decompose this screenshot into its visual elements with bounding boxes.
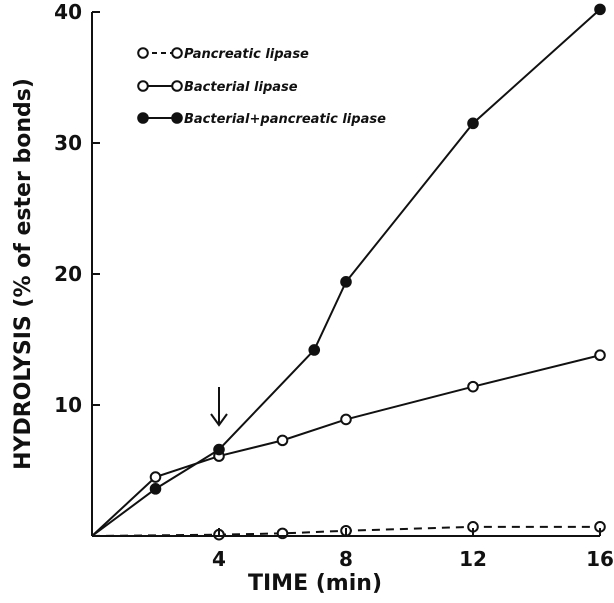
y-tick-label-3: 40 bbox=[54, 0, 82, 24]
legend: Pancreatic lipase Bacterial lipase Bacteri… bbox=[137, 47, 386, 127]
legend-label-2: Bacterial+pancreatic lipase bbox=[184, 112, 386, 127]
y-tick-label-2: 30 bbox=[54, 131, 82, 155]
plot-area bbox=[91, 3, 606, 541]
series-2-point-3 bbox=[308, 344, 321, 356]
legend-item-1: Bacterial lipase bbox=[137, 80, 298, 95]
x-tick-label-0: 4 bbox=[212, 547, 226, 571]
series-2-point-4 bbox=[340, 276, 352, 288]
x-axis-title: TIME (min) bbox=[248, 571, 382, 596]
legend-item-0: Pancreatic lipase bbox=[137, 47, 309, 62]
x-tick-label-3: 16 bbox=[586, 547, 614, 571]
series-2-point-5 bbox=[467, 117, 479, 130]
series-2-point-1 bbox=[149, 483, 162, 495]
series-2 bbox=[91, 3, 606, 537]
y-tick-label-1: 20 bbox=[54, 262, 82, 286]
legend-marker-end-2 bbox=[171, 112, 183, 124]
series-1-point-6 bbox=[594, 349, 606, 362]
legend-marker-start-2 bbox=[137, 112, 149, 124]
series-1-point-4 bbox=[340, 413, 352, 426]
axes: 4 8 12 16 10 20 30 40 bbox=[54, 0, 614, 571]
series-1 bbox=[91, 349, 606, 537]
series-line-0 bbox=[91, 525, 600, 537]
arrow-head bbox=[210, 413, 228, 427]
series-1-point-5 bbox=[467, 380, 479, 393]
series-1-point-3 bbox=[276, 434, 289, 447]
x-tick-label-2: 12 bbox=[459, 547, 487, 571]
series-line-1 bbox=[91, 354, 601, 537]
y-axis-title: HYDROLYSIS (% of ester bonds) bbox=[11, 78, 36, 470]
legend-marker-end-0 bbox=[171, 47, 183, 59]
legend-marker-start-1 bbox=[137, 80, 149, 92]
annotations bbox=[210, 387, 228, 427]
legend-label-1: Bacterial lipase bbox=[184, 80, 298, 95]
y-tick-label-0: 10 bbox=[54, 393, 82, 417]
legend-item-2: Bacterial+pancreatic lipase bbox=[137, 112, 386, 127]
series-1-point-1 bbox=[149, 471, 162, 483]
legend-marker-start-0 bbox=[137, 47, 149, 59]
legend-label-0: Pancreatic lipase bbox=[184, 47, 309, 62]
legend-marker-end-1 bbox=[171, 80, 183, 92]
x-tick-label-1: 8 bbox=[339, 547, 353, 571]
series-2-point-2 bbox=[213, 443, 225, 456]
series-2-point-6 bbox=[594, 3, 606, 16]
series-line-2 bbox=[91, 8, 601, 537]
